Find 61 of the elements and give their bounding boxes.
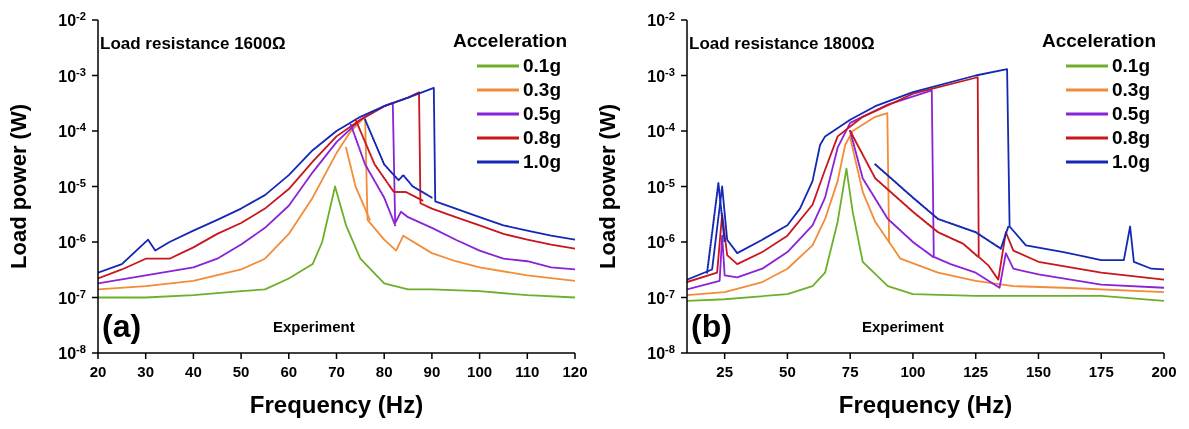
x-tick-label: 100 bbox=[900, 363, 926, 380]
y-tick-label: 10$^{-7}$ bbox=[647, 287, 675, 307]
legend-label: 0.8g bbox=[523, 126, 563, 150]
x-tick-label: 50 bbox=[232, 363, 250, 380]
legend-label: 1.0g bbox=[523, 150, 563, 174]
x-axis-title: Frequency (Hz) bbox=[838, 391, 1013, 418]
y-tick-label: 10$^{-7}$ bbox=[58, 287, 86, 307]
legend-title: Acceleration bbox=[452, 30, 567, 52]
y-tick-label: 10$^{-8}$ bbox=[58, 343, 86, 362]
line-series bbox=[849, 136, 891, 243]
annotation: (b) bbox=[691, 308, 732, 345]
y-tick-label: 10$^{-4}$ bbox=[647, 121, 676, 140]
line-series bbox=[349, 123, 397, 227]
x-tick-label: 30 bbox=[137, 363, 155, 380]
annotation: Load resistance 1800Ω bbox=[689, 34, 875, 54]
y-tick-label: 10$^{-3}$ bbox=[58, 65, 86, 85]
legend-title: Acceleration bbox=[1041, 30, 1156, 52]
x-tick-label: 120 bbox=[562, 363, 588, 380]
annotation: Load resistance 1600Ω bbox=[100, 34, 286, 54]
line-series bbox=[98, 185, 575, 299]
y-tick-label: 10$^{-8}$ bbox=[647, 343, 675, 362]
legend-label: 0.3g bbox=[1112, 78, 1152, 102]
x-tick-label: 50 bbox=[779, 363, 796, 380]
x-tick-label: 60 bbox=[280, 363, 298, 380]
x-tick-label: 80 bbox=[375, 363, 393, 380]
legend-label: 0.1g bbox=[1112, 54, 1152, 78]
annotation: (a) bbox=[102, 308, 142, 345]
x-tick-label: 70 bbox=[328, 363, 345, 380]
x-tick-label: 20 bbox=[89, 363, 107, 380]
x-tick-label: 75 bbox=[841, 363, 859, 380]
y-axis-title: Load power (W) bbox=[5, 104, 31, 269]
y-tick-label: 10$^{-6}$ bbox=[647, 232, 675, 251]
y-tick-label: 10$^{-5}$ bbox=[58, 176, 86, 196]
line-series bbox=[354, 118, 424, 202]
legend-label: 0.8g bbox=[1112, 126, 1152, 150]
legend-label: 0.3g bbox=[523, 78, 563, 102]
y-tick-label: 10$^{-6}$ bbox=[58, 232, 86, 251]
x-tick-label: 90 bbox=[423, 363, 441, 380]
x-tick-label: 175 bbox=[1088, 363, 1114, 380]
x-tick-label: 40 bbox=[185, 363, 202, 380]
x-tick-label: 125 bbox=[963, 363, 989, 380]
line-series bbox=[849, 130, 980, 258]
x-tick-label: 25 bbox=[716, 363, 733, 380]
y-tick-label: 10$^{-5}$ bbox=[647, 176, 675, 196]
line-series bbox=[364, 118, 433, 199]
annotation: Experiment bbox=[273, 318, 355, 335]
annotation: Experiment bbox=[862, 318, 944, 335]
x-tick-label: 150 bbox=[1025, 363, 1051, 380]
legend-label: 0.5g bbox=[1112, 102, 1152, 126]
x-tick-label: 100 bbox=[467, 363, 493, 380]
y-axis-title: Load power (W) bbox=[594, 104, 620, 269]
legend-label: 1.0g bbox=[1112, 150, 1152, 174]
y-tick-label: 10$^{-2}$ bbox=[58, 10, 86, 29]
y-tick-label: 10$^{-2}$ bbox=[647, 10, 675, 29]
x-axis-title: Frequency (Hz) bbox=[249, 391, 424, 418]
x-tick-label: 200 bbox=[1151, 363, 1177, 380]
x-tick-label: 110 bbox=[515, 363, 540, 380]
legend-label: 0.5g bbox=[523, 102, 563, 126]
legend-label: 0.1g bbox=[523, 54, 563, 78]
y-tick-label: 10$^{-4}$ bbox=[58, 121, 87, 140]
y-tick-label: 10$^{-3}$ bbox=[647, 65, 675, 85]
